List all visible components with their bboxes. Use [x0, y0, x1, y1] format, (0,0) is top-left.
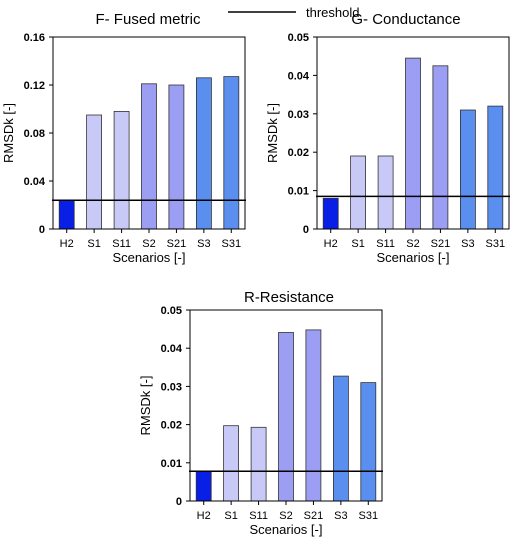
plot-frame	[189, 309, 383, 502]
x-tick-label: S3	[334, 510, 347, 522]
x-tick-label: S21	[431, 238, 451, 250]
x-tick-label: S1	[351, 238, 364, 250]
x-tick-label: S11	[376, 238, 395, 250]
bar-H2	[195, 470, 212, 502]
x-axis-label: Scenarios [-]	[377, 250, 450, 265]
bar-S31	[360, 382, 377, 502]
bar-S1	[223, 425, 240, 502]
y-tick-label: 0.08	[24, 128, 45, 140]
bar-S21	[305, 329, 322, 502]
x-tick-label: S31	[485, 238, 505, 250]
x-tick-label: H2	[197, 510, 211, 522]
y-tick-label: 0	[39, 224, 45, 236]
y-tick-label: 0.16	[24, 32, 45, 44]
chart-resistance: R-Resistance H2 S1 S11 S2 S21 S3 S31 0 0.01 0.02 0.…	[138, 289, 383, 537]
x-tick-label: S31	[358, 510, 378, 522]
x-tick-label: S11	[112, 238, 131, 250]
y-axis-label: RMSDk [-]	[138, 376, 153, 436]
bar-S21	[432, 65, 449, 230]
chart-title: G- Conductance	[351, 11, 460, 28]
x-tick-label: S2	[406, 238, 419, 250]
x-tick-label: S31	[221, 238, 241, 250]
x-tick-label: S2	[142, 238, 155, 250]
y-tick-label: 0	[176, 496, 182, 508]
y-tick-label: 0.04	[24, 176, 46, 188]
y-axis-label: RMSDk [-]	[1, 103, 16, 163]
chart-panels: F- Fused metric H2 S1 S11 S2 S21 S3 S31 0 0.04 0.0…	[1, 11, 510, 537]
legend-threshold-label: threshold	[306, 5, 359, 20]
bar-H2	[58, 199, 75, 230]
legend: threshold	[228, 5, 359, 20]
y-tick-label: 0	[303, 224, 309, 236]
y-tick-label: 0.03	[161, 381, 182, 393]
bar-S21	[168, 84, 185, 230]
plot-frame	[316, 36, 510, 230]
y-tick-label: 0.02	[161, 420, 182, 432]
y-axis-label: RMSDk [-]	[265, 103, 280, 163]
x-tick-label: S11	[249, 510, 268, 522]
bar-S2	[405, 57, 421, 230]
x-tick-label: H2	[324, 238, 338, 250]
bar-S3	[332, 375, 349, 502]
bar-S11	[250, 426, 267, 502]
y-tick-label: 0.01	[288, 186, 309, 198]
x-tick-label: H2	[60, 238, 74, 250]
x-tick-label: S21	[304, 510, 324, 522]
x-tick-label: S3	[197, 238, 210, 250]
bar-S3	[459, 109, 476, 230]
y-tick-label: 0.05	[161, 305, 182, 317]
bar-S2	[141, 83, 157, 230]
y-tick-label: 0.03	[288, 109, 309, 121]
chart-title: R-Resistance	[244, 289, 334, 306]
chart-title: F- Fused metric	[95, 11, 201, 28]
bar-S2	[278, 332, 294, 502]
x-tick-label: S3	[461, 238, 474, 250]
y-tick-label: 0.04	[161, 343, 183, 355]
y-tick-label: 0.04	[288, 70, 310, 82]
bar-S11	[113, 111, 130, 230]
x-axis-label: Scenarios [-]	[113, 250, 186, 265]
bar-S11	[377, 155, 394, 230]
x-tick-label: S2	[279, 510, 292, 522]
y-tick-label: 0.05	[288, 32, 309, 44]
chart-fused-metric: F- Fused metric H2 S1 S11 S2 S21 S3 S31 0 0.04 0.0…	[1, 11, 246, 265]
y-tick-label: 0.12	[24, 80, 45, 92]
bar-H2	[322, 197, 339, 230]
y-tick-label: 0.01	[161, 458, 182, 470]
bar-S1	[350, 155, 367, 230]
x-tick-label: S21	[167, 238, 187, 250]
x-tick-label: S1	[87, 238, 100, 250]
bar-S31	[223, 76, 240, 230]
y-tick-label: 0.02	[288, 147, 309, 159]
bar-S1	[86, 114, 102, 230]
chart-conductance: G- Conductance H2 S1 S11 S2 S21 S3 S31 0 0.01 0.02…	[265, 11, 510, 265]
bar-S31	[487, 105, 504, 230]
x-tick-label: S1	[224, 510, 237, 522]
x-axis-label: Scenarios [-]	[250, 522, 323, 537]
bar-S3	[195, 77, 212, 230]
